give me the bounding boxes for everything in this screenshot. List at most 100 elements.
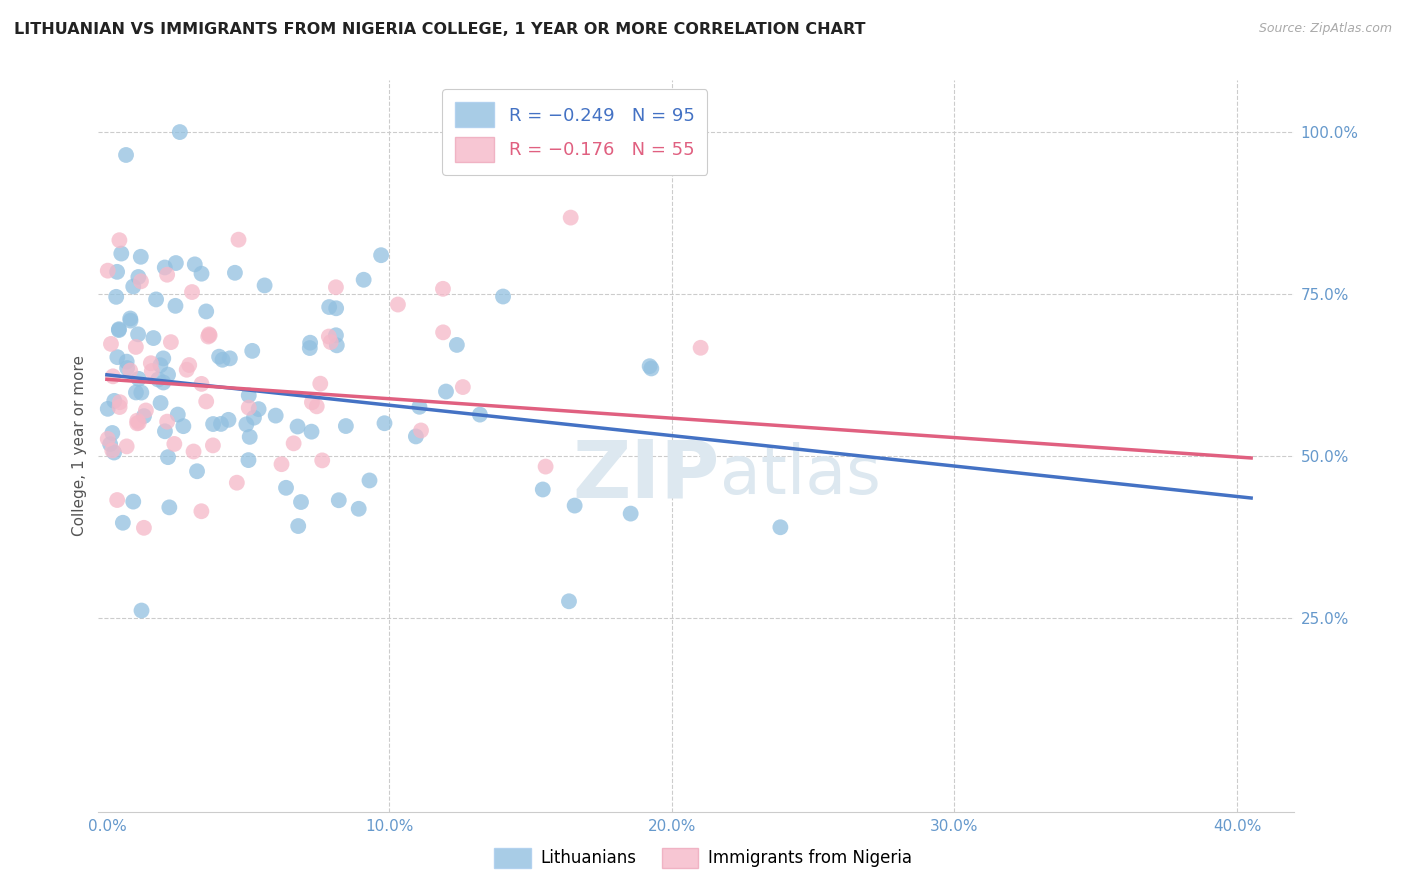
Legend: Lithuanians, Immigrants from Nigeria: Lithuanians, Immigrants from Nigeria [486,841,920,875]
Point [108,322,131,336]
Point [468,408,491,422]
Point [160,335,183,350]
Point [301,425,323,439]
Point [405,429,427,443]
Text: atlas: atlas [720,442,880,508]
Point [335,419,357,434]
Point [127,414,149,428]
Point [101,369,124,384]
Point [287,419,309,434]
Point [247,402,270,417]
Point [139,356,162,370]
Point [283,436,305,450]
Point [432,326,454,340]
Point [132,409,155,423]
Point [640,361,662,376]
Point [235,417,257,432]
Point [408,400,430,414]
Point [132,521,155,535]
Point [190,267,212,281]
Point [243,410,266,425]
Point [120,363,142,377]
Point [105,493,128,508]
Point [301,395,323,409]
Text: LITHUANIAN VS IMMIGRANTS FROM NIGERIA COLLEGE, 1 YEAR OR MORE CORRELATION CHART: LITHUANIAN VS IMMIGRANTS FROM NIGERIA CO… [14,22,866,37]
Point [97,263,120,277]
Point [190,504,212,518]
Point [115,439,138,453]
Point [152,376,174,390]
Point [201,438,224,452]
Point [127,327,149,342]
Point [353,273,375,287]
Point [318,300,340,314]
Point [270,457,292,471]
Point [135,403,157,417]
Point [115,354,138,368]
Point [153,260,176,275]
Point [131,603,153,617]
Point [238,388,260,402]
Point [564,499,586,513]
Point [108,395,131,409]
Point [131,385,153,400]
Point [370,248,392,262]
Point [97,401,120,416]
Point [122,494,145,508]
Point [195,304,218,318]
Point [531,483,554,497]
Point [149,396,172,410]
Point [264,409,287,423]
Point [198,327,221,342]
Point [105,290,128,304]
Text: Source: ZipAtlas.com: Source: ZipAtlas.com [1258,22,1392,36]
Point [157,368,180,382]
Point [208,350,231,364]
Point [328,493,350,508]
Point [409,424,432,438]
Point [142,331,165,345]
Point [128,416,150,430]
Point [451,380,474,394]
Point [238,453,260,467]
Point [387,297,409,311]
Point [347,501,370,516]
Point [172,419,194,434]
Point [238,401,260,415]
Point [311,453,333,467]
Point [149,358,172,372]
Point [165,256,187,270]
Point [224,266,246,280]
Point [186,464,208,478]
Point [120,313,142,327]
Point [125,385,148,400]
Point [253,278,276,293]
Point [97,432,120,446]
Point [689,341,711,355]
Point [156,450,179,465]
Point [558,594,581,608]
Point [305,400,328,414]
Point [110,246,132,260]
Point [165,299,187,313]
Point [115,361,138,376]
Point [108,400,131,414]
Point [534,459,557,474]
Point [319,335,342,350]
Point [98,437,121,451]
Point [326,338,349,352]
Point [146,372,169,386]
Point [127,270,149,285]
Point [120,311,142,326]
Point [492,289,515,303]
Point [108,323,131,337]
Point [101,443,124,458]
Point [198,328,221,343]
Point [105,265,128,279]
Point [228,233,250,247]
Point [103,445,125,459]
Point [129,250,152,264]
Point [183,444,205,458]
Point [111,516,134,530]
Point [153,424,176,438]
